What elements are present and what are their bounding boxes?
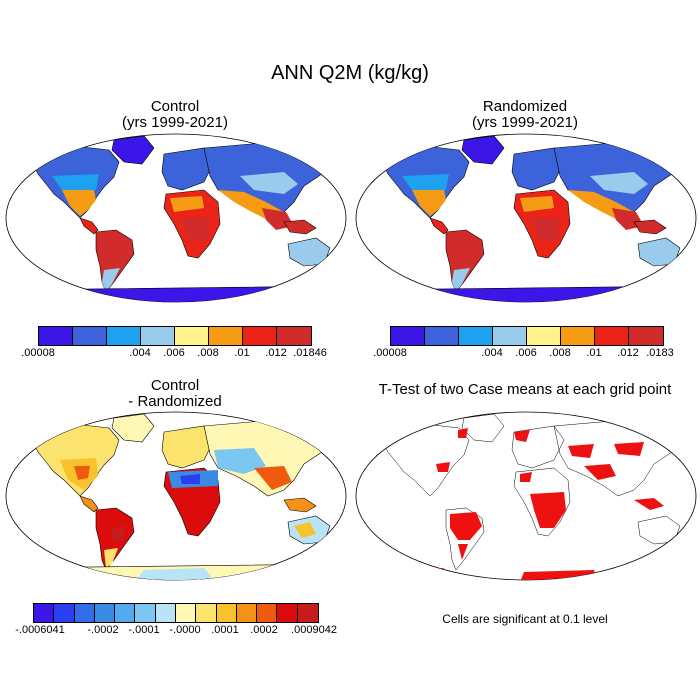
colorbar-cell bbox=[209, 327, 243, 345]
colorbar-cell bbox=[175, 604, 197, 622]
greenland-region bbox=[111, 135, 155, 165]
control-tick-label: .01846 bbox=[293, 347, 327, 359]
antarctica-region bbox=[356, 285, 696, 302]
colorbar-cell bbox=[34, 604, 55, 622]
ttest-panel-title: T-Test of two Case means at each grid po… bbox=[378, 381, 672, 398]
significance-note: Cells are significant at 0.1 level bbox=[442, 612, 608, 626]
colorbar-cell bbox=[74, 604, 95, 622]
greenland-outline bbox=[461, 413, 505, 443]
colorbar-cell bbox=[107, 327, 141, 345]
colorbar-cell bbox=[459, 327, 493, 345]
colorbar-cell bbox=[391, 327, 425, 345]
difference-title-line1: Control bbox=[150, 377, 200, 394]
colorbar-cell bbox=[257, 604, 278, 622]
colorbar-cell bbox=[39, 327, 73, 345]
control-title-line2: (yrs 1999-2021) bbox=[122, 114, 228, 131]
difference-tick-label: .0001 bbox=[211, 624, 239, 636]
colorbar-cell bbox=[155, 604, 176, 622]
difference-colorbar bbox=[33, 603, 319, 623]
figure-title: ANN Q2M (kg/kg) bbox=[271, 62, 429, 84]
control-tick-label: .01 bbox=[234, 347, 250, 359]
randomized-tick-label: .00008 bbox=[373, 347, 407, 359]
randomized-colorbar bbox=[390, 326, 664, 346]
randomized-tick-label: .012 bbox=[617, 347, 639, 359]
difference-tick-label: -.0001 bbox=[128, 624, 160, 636]
control-tick-label: .00008 bbox=[21, 347, 55, 359]
colorbar-cell bbox=[629, 327, 663, 345]
randomized-panel-title: Randomized (yrs 1999-2021) bbox=[420, 99, 630, 131]
colorbar-cell bbox=[196, 604, 217, 622]
maritime-continent-region bbox=[283, 497, 317, 513]
difference-tick-label: .0009042 bbox=[291, 624, 337, 636]
difference-tick-label: -.0006041 bbox=[15, 624, 65, 636]
colorbar-cell bbox=[115, 604, 136, 622]
colorbar-cell bbox=[243, 327, 277, 345]
colorbar-cell bbox=[94, 604, 116, 622]
randomized-tick-label: .004 bbox=[481, 347, 503, 359]
greenland-region bbox=[461, 135, 505, 165]
colorbar-cell bbox=[425, 327, 459, 345]
difference-tick-label: .0002 bbox=[250, 624, 278, 636]
colorbar-cell bbox=[135, 604, 156, 622]
colorbar-cell bbox=[141, 327, 175, 345]
colorbar-cell bbox=[297, 604, 318, 622]
colorbar-cell bbox=[277, 327, 311, 345]
maritime-continent-region bbox=[633, 219, 667, 235]
difference-map bbox=[5, 411, 347, 581]
colorbar-cell bbox=[561, 327, 595, 345]
colorbar-cell bbox=[216, 604, 237, 622]
colorbar-cell bbox=[54, 604, 75, 622]
colorbar-cell bbox=[595, 327, 629, 345]
control-tick-label: .012 bbox=[265, 347, 287, 359]
europe-outline bbox=[511, 425, 565, 469]
control-tick-label: .006 bbox=[163, 347, 185, 359]
control-panel-title: Control (yrs 1999-2021) bbox=[70, 99, 280, 131]
difference-tick-label: -.0000 bbox=[169, 624, 201, 636]
randomized-tick-label: .008 bbox=[549, 347, 571, 359]
colorbar-cell bbox=[277, 604, 298, 622]
control-tick-label: .008 bbox=[197, 347, 219, 359]
randomized-tick-label: .0183 bbox=[646, 347, 674, 359]
difference-tick-label: -.0002 bbox=[87, 624, 119, 636]
control-title-line1: Control bbox=[150, 98, 200, 115]
africa-outline bbox=[513, 467, 571, 537]
difference-panel-title: Control - Randomized bbox=[70, 378, 280, 410]
control-map bbox=[5, 133, 347, 303]
randomized-title-line1: Randomized bbox=[482, 98, 568, 115]
colorbar-cell bbox=[527, 327, 561, 345]
greenland-region bbox=[111, 413, 155, 443]
colorbar-cell bbox=[236, 604, 258, 622]
control-colorbar bbox=[38, 326, 312, 346]
colorbar-cell bbox=[493, 327, 527, 345]
maritime-continent-region bbox=[283, 219, 317, 235]
randomized-tick-label: .006 bbox=[515, 347, 537, 359]
control-tick-label: .004 bbox=[129, 347, 151, 359]
randomized-map bbox=[355, 133, 697, 303]
difference-title-line2: - Randomized bbox=[128, 393, 222, 410]
colorbar-cell bbox=[175, 327, 209, 345]
randomized-title-line2: (yrs 1999-2021) bbox=[472, 114, 578, 131]
randomized-tick-label: .01 bbox=[586, 347, 602, 359]
ttest-map bbox=[355, 411, 697, 581]
antarctica-region bbox=[6, 285, 346, 302]
colorbar-cell bbox=[73, 327, 107, 345]
